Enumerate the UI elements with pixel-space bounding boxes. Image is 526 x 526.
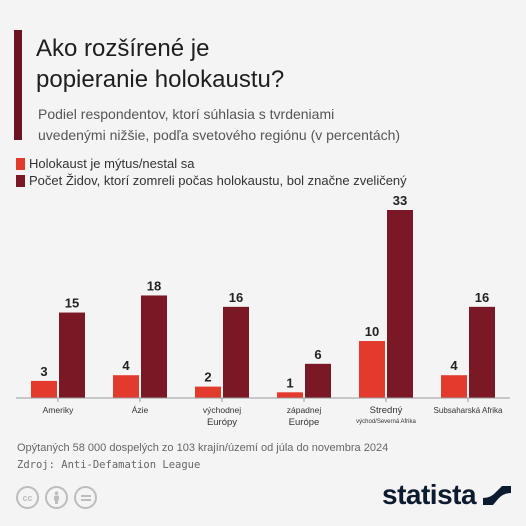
legend-item-series-1: Holokaust je mýtus/nestal sa	[16, 155, 407, 172]
bar-2-4	[387, 210, 413, 398]
data-label-2-2: 16	[229, 290, 243, 305]
legend: Holokaust je mýtus/nestal sa Počet Židov…	[16, 155, 407, 189]
footer-source: Zdroj: Anti-Defamation League	[17, 459, 201, 471]
x-label-1: Ázie	[132, 405, 149, 415]
data-label-2-3: 6	[314, 347, 321, 362]
data-label-1-5: 4	[450, 358, 458, 373]
bar-1-2	[195, 386, 221, 398]
x-label-0: Ameriky	[43, 405, 74, 415]
data-label-1-4: 10	[365, 324, 379, 339]
x-label-line2-4: východ/Severná Afrika	[356, 419, 416, 425]
no-derivatives-icon[interactable]	[74, 486, 97, 509]
data-label-1-0: 3	[40, 364, 47, 379]
bar-2-2	[223, 306, 249, 398]
chart-subtitle: Podiel respondentov, ktorí súhlasia s tv…	[38, 104, 498, 146]
bar-2-0	[59, 312, 85, 398]
legend-swatch-series-1	[16, 157, 25, 170]
legend-label-series-1: Holokaust je mýtus/nestal sa	[29, 156, 195, 171]
x-label-2: východnej	[203, 405, 241, 415]
bar-1-4	[359, 341, 385, 398]
chart-title: Ako rozšírené je popieranie holokaustu?	[36, 33, 506, 95]
bar-1-1	[113, 375, 139, 398]
x-label-3: západnej	[287, 405, 322, 415]
legend-swatch-series-2	[16, 174, 25, 187]
x-label-4: Stredný	[370, 405, 403, 416]
bar-1-3	[277, 392, 303, 398]
x-label-line2-3: Európe	[289, 417, 320, 428]
footer-note: Opýtaných 58 000 dospelých zo 103 krajín…	[17, 442, 389, 454]
title-accent-bar	[14, 30, 22, 140]
bar-2-3	[305, 363, 331, 398]
bar-1-5	[441, 375, 467, 398]
footer: Opýtaných 58 000 dospelých zo 103 krajín…	[17, 440, 388, 474]
brand-name: statista	[382, 479, 477, 510]
title-line-1: Ako rozšírené je	[36, 35, 210, 62]
cc-icon[interactable]: cc	[16, 486, 39, 509]
legend-label-series-2: Počet Židov, ktorí zomreli počas holokau…	[29, 173, 407, 188]
data-label-1-3: 1	[286, 375, 293, 390]
data-label-1-2: 2	[204, 370, 211, 385]
bar-2-1	[141, 295, 167, 398]
data-label-2-4: 33	[393, 193, 407, 208]
data-label-2-1: 18	[147, 278, 161, 293]
x-label-5: Subsaharská Afrika	[434, 406, 503, 415]
bar-2-5	[469, 306, 495, 398]
data-label-1-1: 4	[122, 358, 130, 373]
subtitle-line-1: Podiel respondentov, ktorí súhlasia s tv…	[38, 106, 335, 122]
title-line-2: popieranie holokaustu?	[36, 66, 285, 93]
x-label-line2-2: Európy	[207, 417, 237, 428]
statista-logo-icon	[483, 486, 512, 505]
bar-1-0	[31, 380, 57, 398]
license-icons: cc	[16, 486, 97, 509]
statista-brand[interactable]: statista	[382, 479, 512, 511]
data-label-2-5: 16	[475, 290, 489, 305]
data-label-2-0: 15	[65, 296, 79, 311]
attribution-icon[interactable]	[45, 486, 68, 509]
legend-item-series-2: Počet Židov, ktorí zomreli počas holokau…	[16, 172, 407, 189]
subtitle-line-2: uvedenými nižšie, podľa svetového región…	[38, 127, 401, 143]
